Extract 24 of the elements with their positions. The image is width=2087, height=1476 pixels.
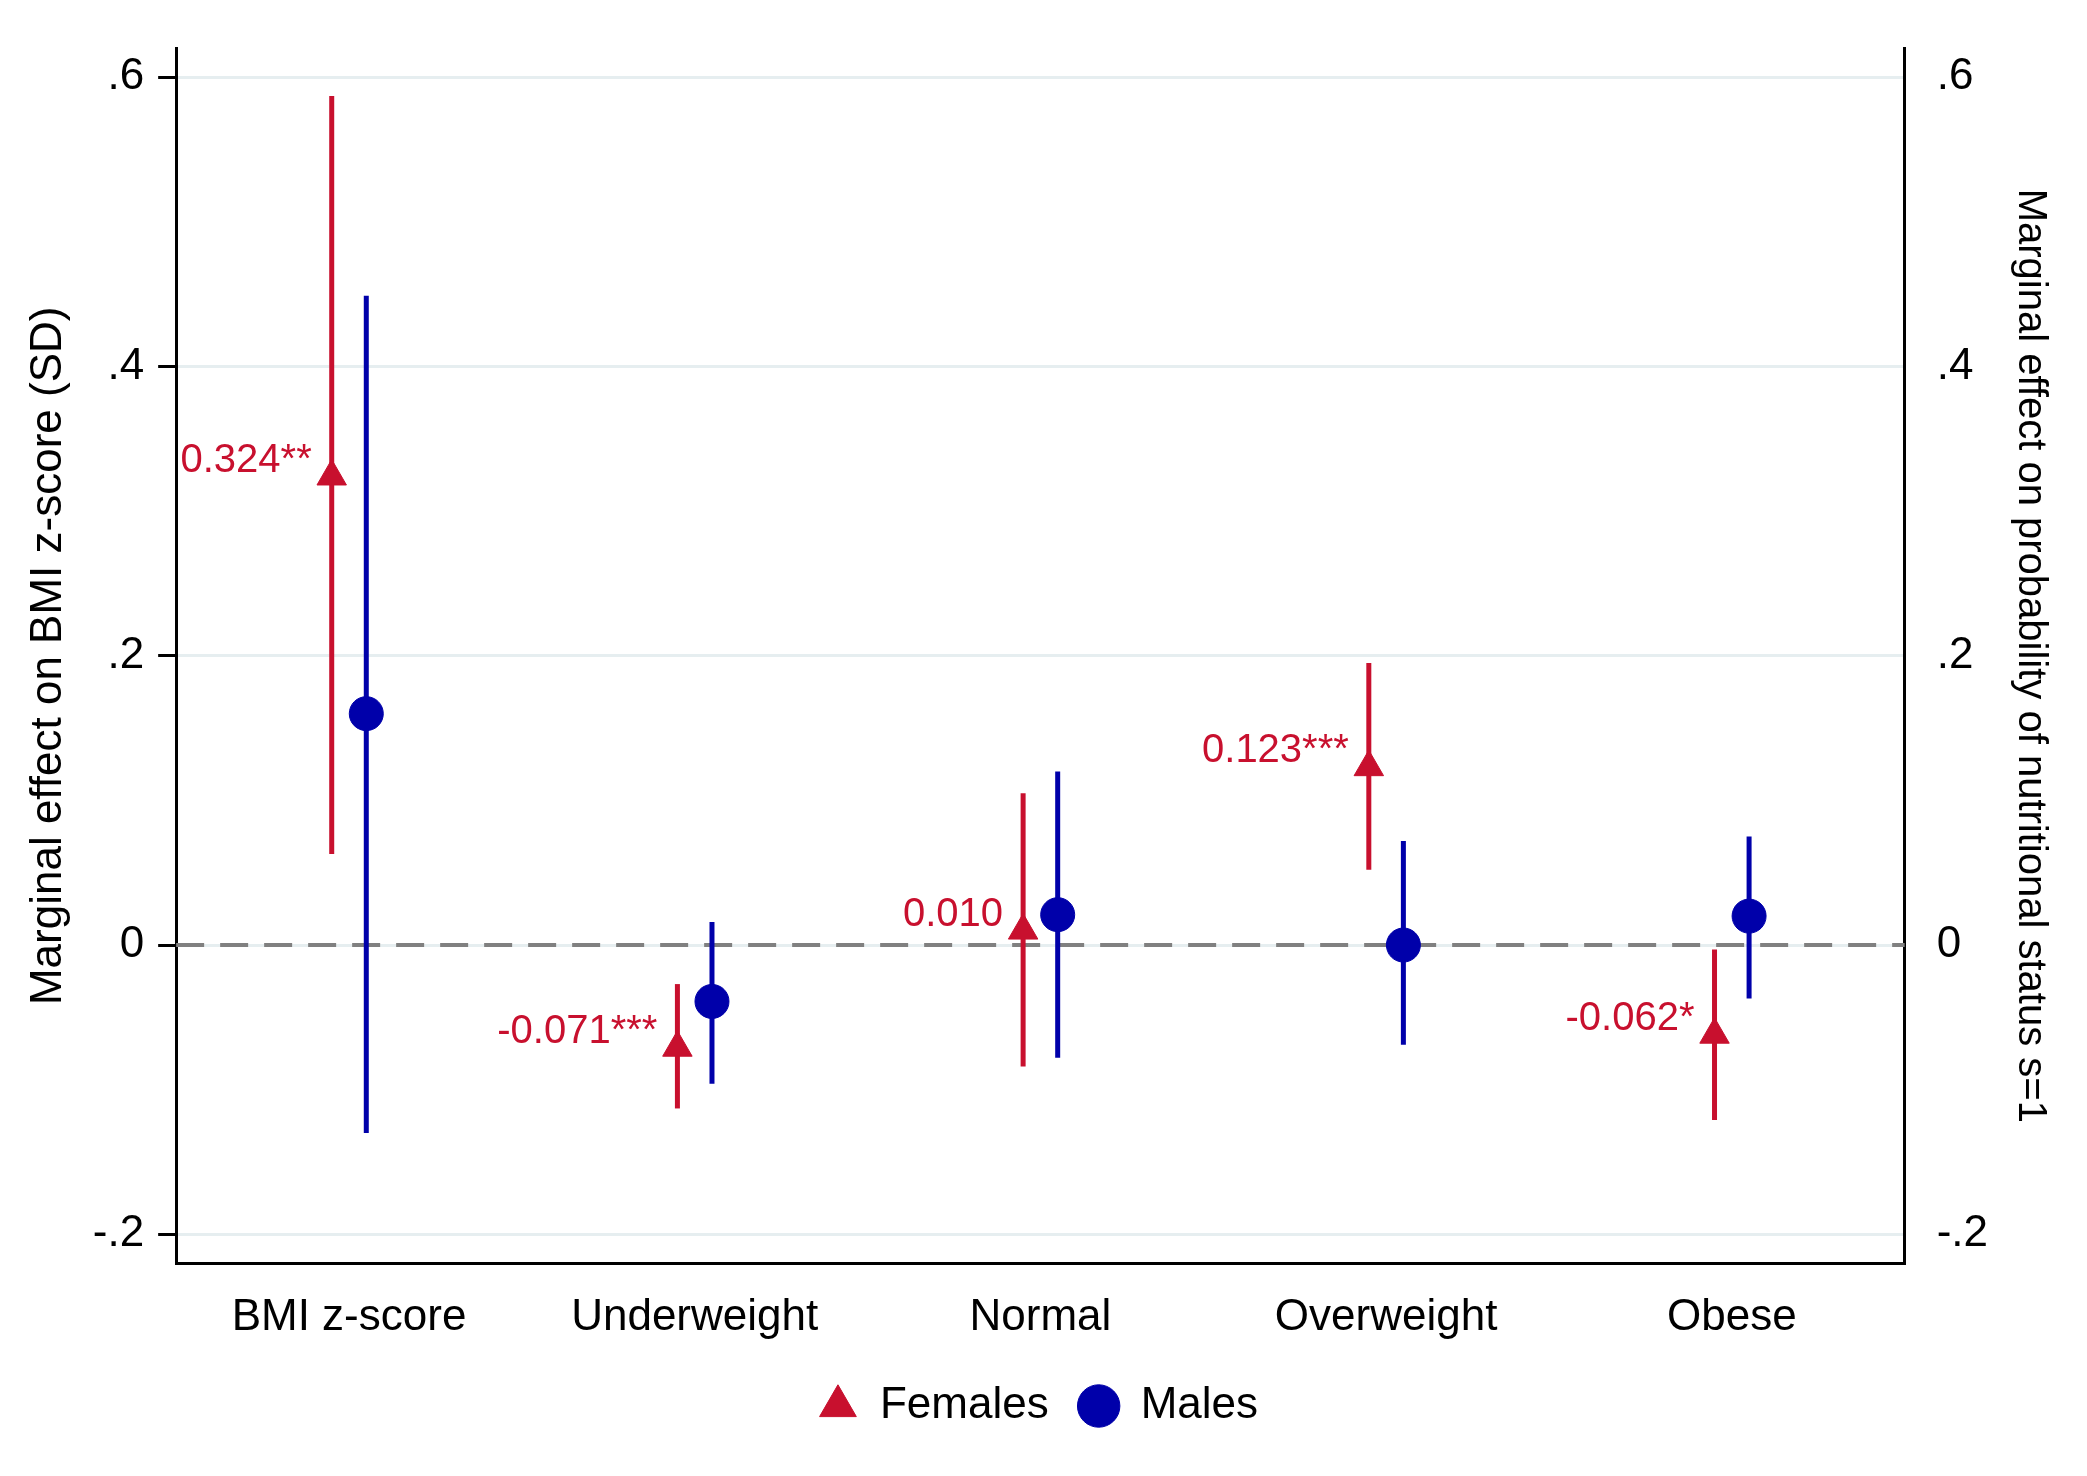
legend-label: Females	[879, 1378, 1049, 1428]
data-label: -0.071***	[497, 1006, 658, 1051]
x-tick-label: Normal	[969, 1289, 1112, 1339]
y2-tick-label: .2	[1936, 627, 1974, 677]
y2-axis-title: Marginal effect on probability of nutritional status s=1	[2010, 188, 2055, 1123]
y-tick-label: .6	[107, 49, 145, 99]
x-tick-label: BMI z-score	[231, 1289, 467, 1339]
y-tick-label: -.2	[92, 1206, 145, 1256]
y2-tick-label: .6	[1936, 49, 1974, 99]
data-label: 0.324**	[180, 435, 312, 480]
y-tick-label: 0	[119, 917, 145, 967]
y2-tick-label: 0	[1936, 917, 1962, 967]
x-tick-label: Underweight	[571, 1289, 819, 1339]
y-tick-label: .4	[107, 338, 145, 388]
data-label: -0.062*	[1565, 993, 1695, 1038]
data-label: 0.010	[903, 889, 1004, 934]
x-tick-label: Obese	[1666, 1289, 1797, 1339]
y2-tick-label: -.2	[1936, 1206, 1989, 1256]
data-label: 0.123***	[1202, 726, 1349, 771]
legend-label: Males	[1140, 1378, 1259, 1428]
y-tick-label: .2	[107, 627, 145, 677]
y2-tick-label: .4	[1936, 338, 1974, 388]
x-tick-label: Overweight	[1274, 1289, 1498, 1339]
y-axis-title: Marginal effect on BMI z-score (SD)	[20, 306, 70, 1006]
